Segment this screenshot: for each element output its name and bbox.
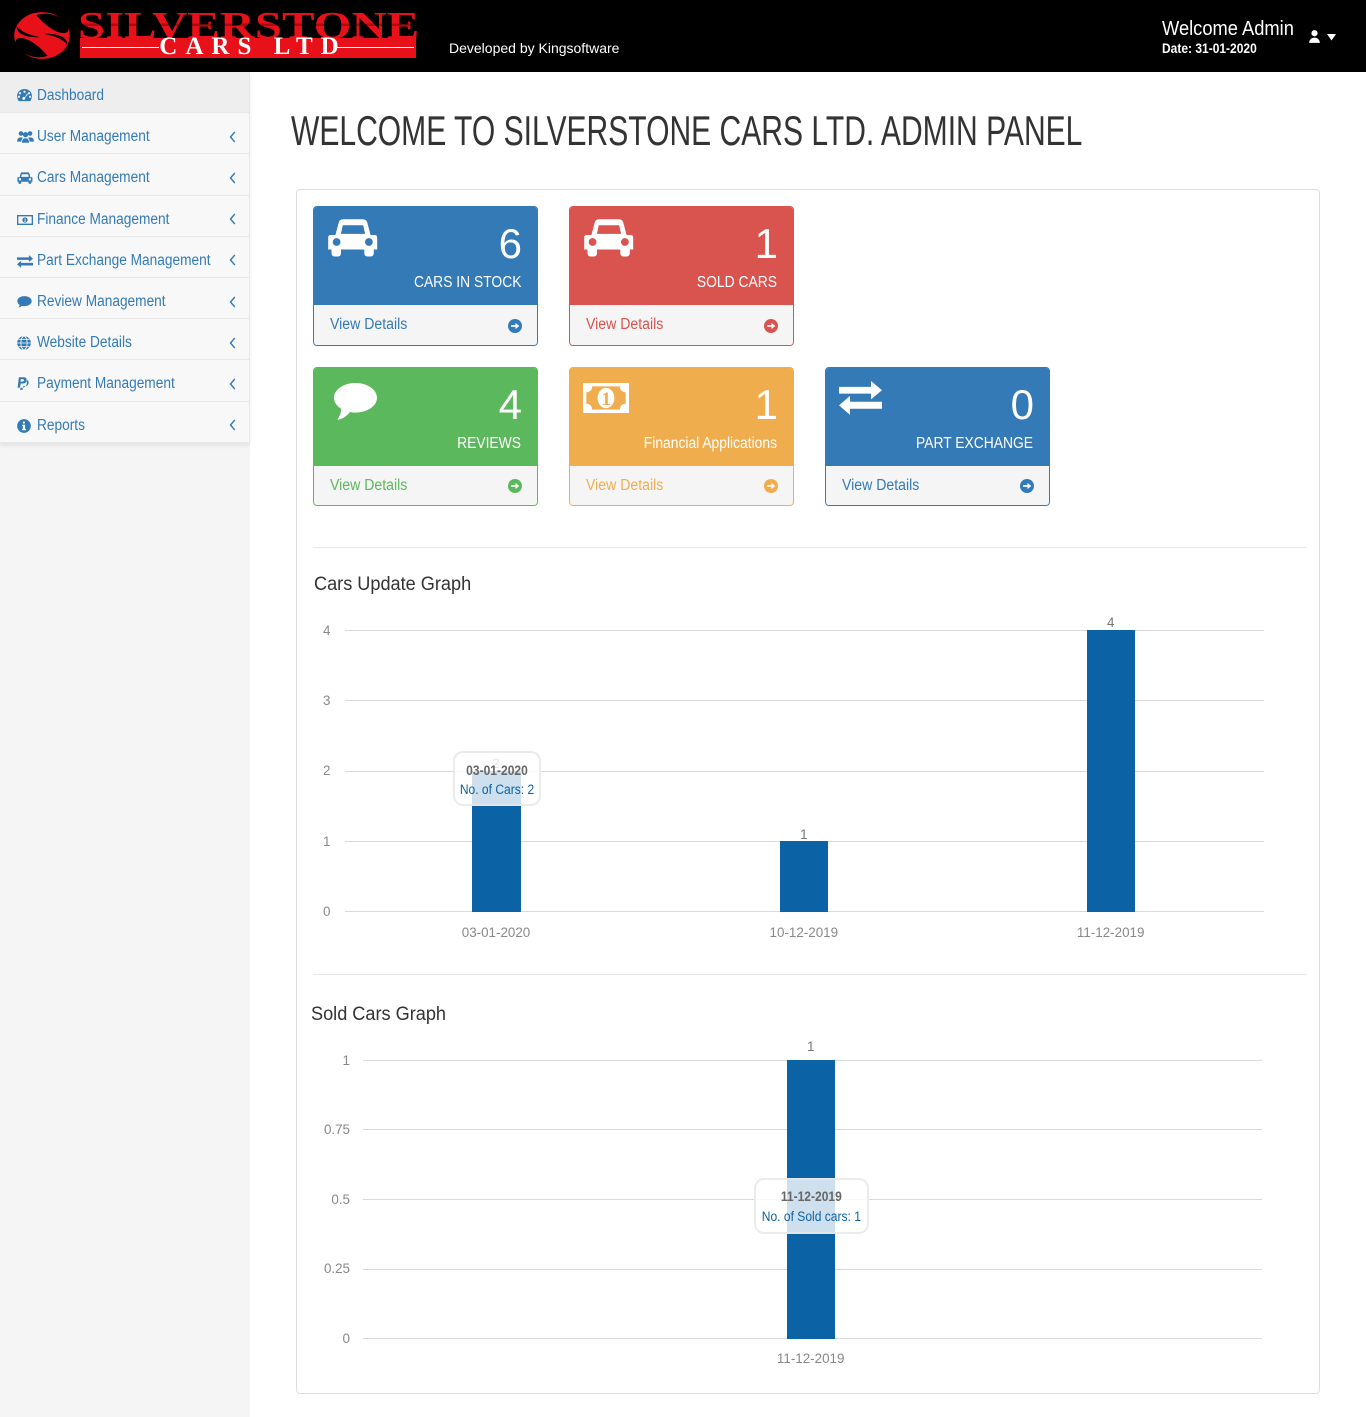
svg-text:1: 1 — [24, 218, 27, 223]
svg-text:1: 1 — [601, 388, 611, 409]
